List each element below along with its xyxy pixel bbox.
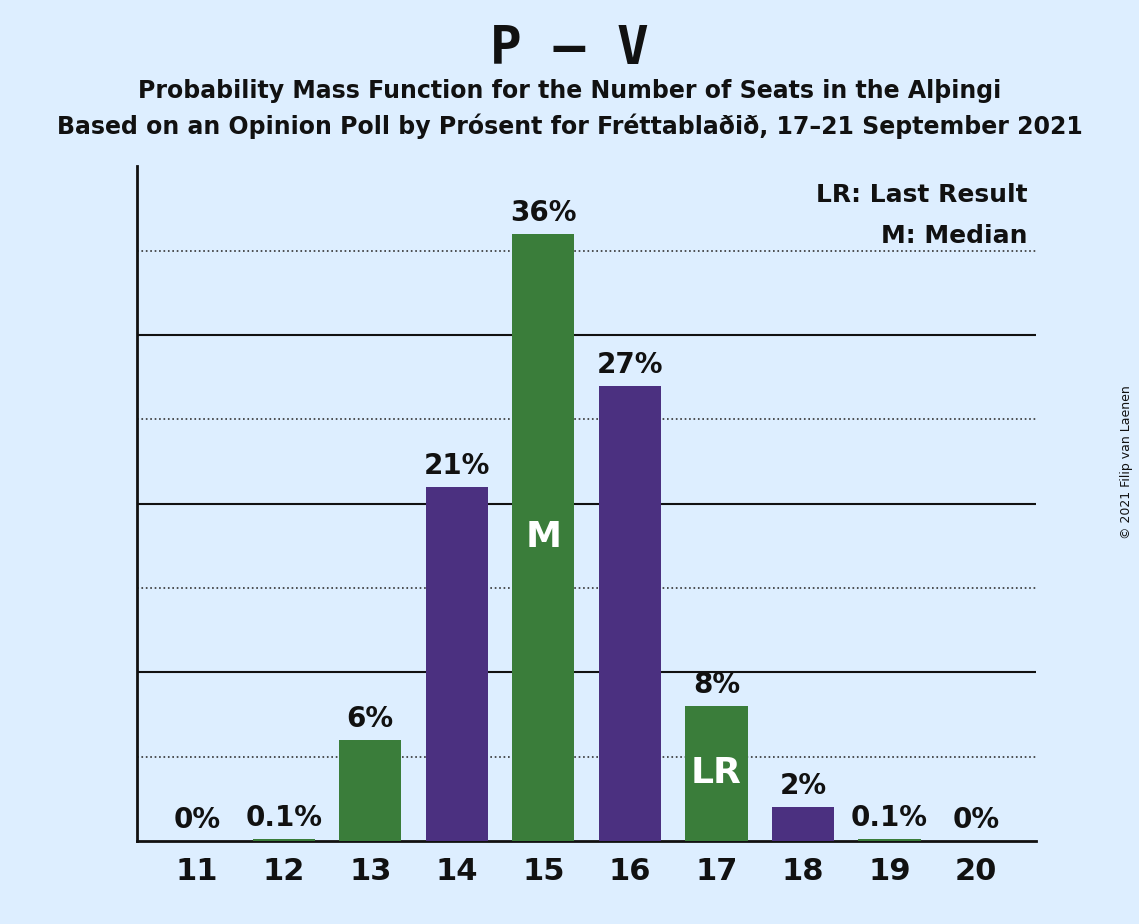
Text: Based on an Opinion Poll by Prósent for Fréttablaðið, 17–21 September 2021: Based on an Opinion Poll by Prósent for … (57, 114, 1082, 140)
Text: P – V: P – V (490, 23, 649, 75)
Bar (859, 839, 920, 841)
Text: LR: Last Result: LR: Last Result (816, 183, 1027, 207)
Bar (513, 234, 574, 841)
Bar (426, 487, 487, 841)
Text: 2%: 2% (779, 772, 827, 800)
Text: M: M (525, 520, 562, 554)
Text: M: Median: M: Median (880, 224, 1027, 248)
Text: LR: LR (691, 757, 741, 790)
Bar (599, 385, 661, 841)
Text: © 2021 Filip van Laenen: © 2021 Filip van Laenen (1121, 385, 1133, 539)
Text: 0.1%: 0.1% (245, 805, 322, 833)
Text: 0.1%: 0.1% (851, 805, 928, 833)
Text: 0%: 0% (952, 806, 1000, 834)
Text: 21%: 21% (424, 452, 490, 480)
Text: 8%: 8% (693, 671, 740, 699)
Text: Probability Mass Function for the Number of Seats in the Alþingi: Probability Mass Function for the Number… (138, 79, 1001, 103)
Bar (253, 839, 314, 841)
Text: 6%: 6% (346, 705, 394, 733)
Bar (686, 706, 747, 841)
Text: 27%: 27% (597, 351, 663, 379)
Text: 0%: 0% (173, 806, 221, 834)
Text: 36%: 36% (510, 199, 576, 227)
Bar (339, 739, 401, 841)
Bar (772, 808, 834, 841)
